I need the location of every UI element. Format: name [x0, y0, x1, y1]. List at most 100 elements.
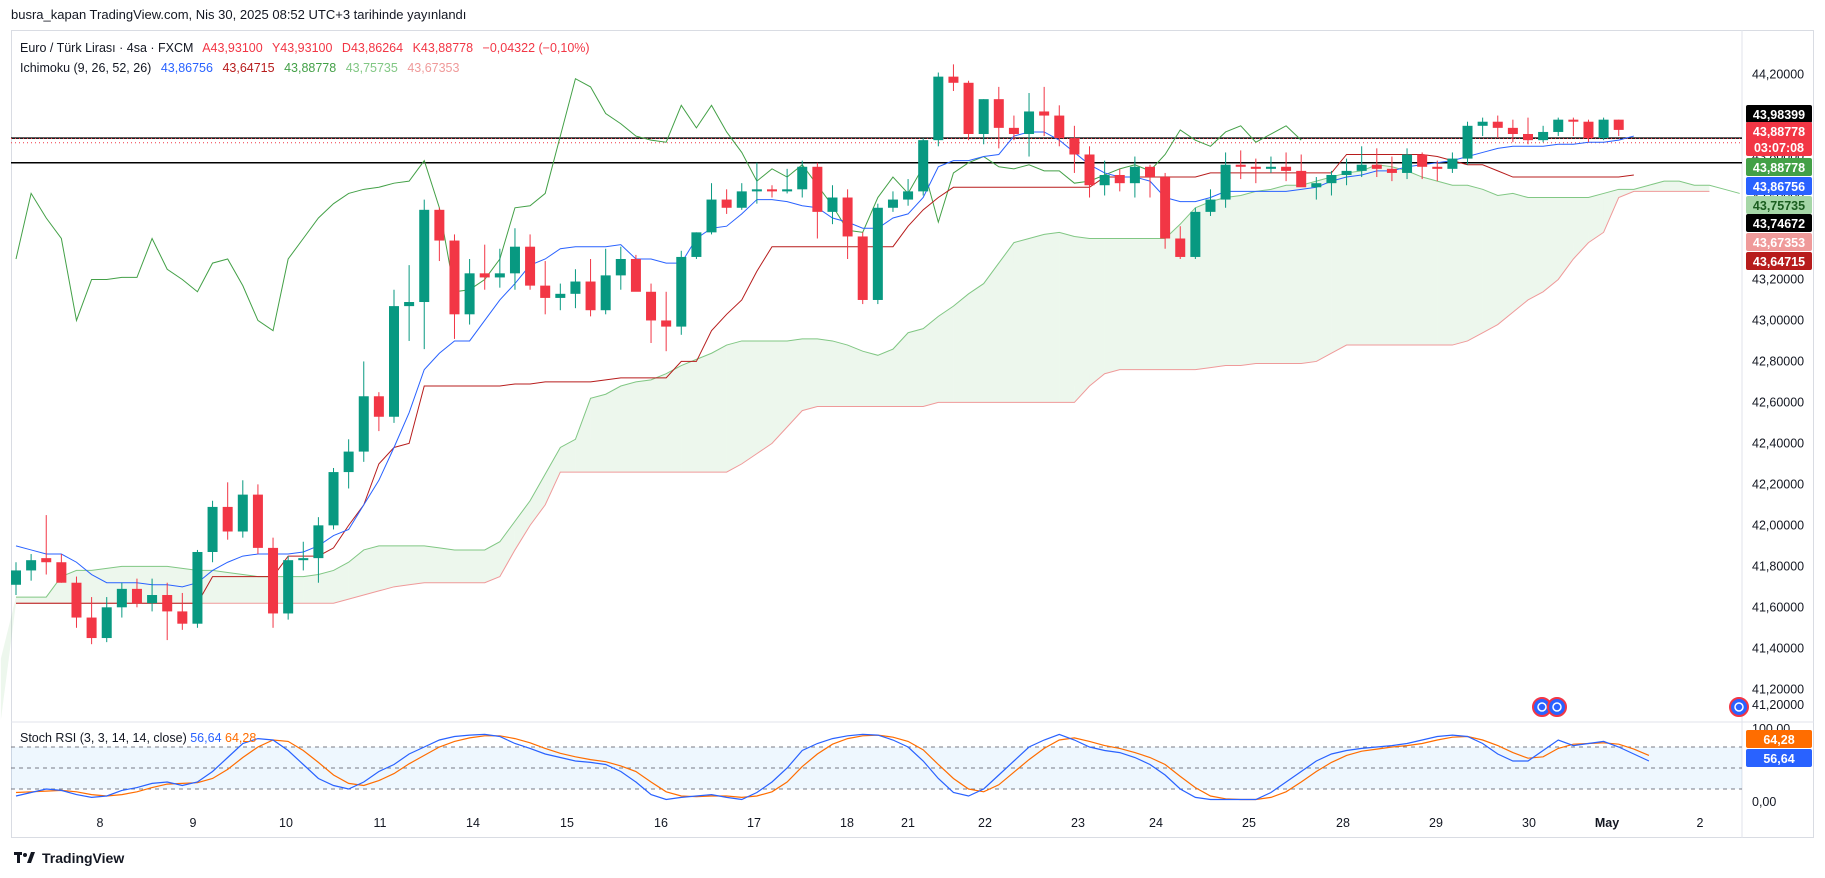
candle[interactable] [404, 265, 415, 341]
candle[interactable] [1477, 117, 1488, 137]
candle[interactable] [56, 554, 67, 583]
candle[interactable] [1402, 148, 1413, 180]
candle[interactable] [1613, 119, 1624, 137]
candle[interactable] [1538, 125, 1549, 143]
candle[interactable] [26, 554, 37, 581]
candle[interactable] [328, 467, 339, 530]
candle[interactable] [1568, 117, 1579, 137]
candle[interactable] [1371, 148, 1382, 178]
candle[interactable] [1160, 172, 1171, 249]
candle[interactable] [1069, 125, 1080, 173]
candle[interactable] [978, 99, 989, 145]
candle[interactable] [691, 232, 702, 259]
candle[interactable] [1145, 164, 1155, 198]
candle[interactable] [207, 500, 218, 563]
candle[interactable] [948, 64, 959, 91]
candle[interactable] [646, 283, 657, 343]
candle[interactable] [842, 189, 853, 259]
candle[interactable] [630, 254, 641, 292]
candle[interactable] [827, 185, 838, 225]
candle[interactable] [237, 480, 248, 538]
candle[interactable] [1507, 119, 1518, 143]
candle[interactable] [1265, 156, 1276, 173]
candle[interactable] [706, 183, 717, 235]
ichimoku-label[interactable]: Ichimoku (9, 26, 52, 26) [20, 61, 152, 75]
candle[interactable] [812, 162, 823, 239]
candle[interactable] [1250, 158, 1261, 184]
candle[interactable] [1326, 170, 1337, 196]
candle[interactable] [1311, 177, 1322, 200]
candle[interactable] [963, 80, 974, 141]
candle[interactable] [585, 258, 596, 317]
candle[interactable] [162, 582, 173, 641]
candle[interactable] [313, 517, 324, 583]
candle[interactable] [797, 160, 808, 198]
candle[interactable] [1492, 115, 1503, 139]
candle[interactable] [434, 207, 445, 262]
candle[interactable] [1296, 154, 1307, 188]
candle[interactable] [222, 482, 233, 540]
candle[interactable] [1205, 189, 1216, 216]
candle[interactable] [389, 289, 399, 423]
candle[interactable] [782, 168, 793, 194]
candle[interactable] [555, 283, 566, 311]
candle[interactable] [887, 191, 898, 212]
candle[interactable] [373, 392, 384, 432]
candle[interactable] [1129, 156, 1140, 198]
candle[interactable] [1598, 117, 1609, 141]
candle[interactable] [449, 234, 460, 339]
economic-event-icon[interactable] [1729, 697, 1749, 717]
candle[interactable] [71, 576, 82, 628]
candle[interactable] [358, 361, 369, 462]
candle[interactable] [1039, 86, 1050, 137]
candle[interactable] [116, 582, 127, 618]
candle[interactable] [525, 234, 536, 290]
candle[interactable] [1190, 207, 1201, 259]
candle[interactable] [419, 199, 430, 350]
candle[interactable] [147, 578, 158, 612]
symbol-legend[interactable]: Euro / Türk Lirası · 4sa · FXCM A43,9310… [20, 38, 596, 78]
candle[interactable] [872, 203, 883, 305]
candle[interactable] [86, 597, 97, 645]
candle[interactable] [903, 179, 914, 206]
candle[interactable] [509, 228, 520, 290]
candle[interactable] [479, 244, 490, 290]
candle[interactable] [298, 541, 309, 571]
candle[interactable] [918, 138, 929, 196]
candle[interactable] [177, 592, 188, 630]
candle[interactable] [1099, 160, 1110, 196]
candle[interactable] [283, 556, 294, 620]
candle[interactable] [1220, 152, 1231, 208]
candle[interactable] [1583, 119, 1594, 143]
candle[interactable] [464, 258, 475, 325]
candle[interactable] [751, 162, 762, 204]
candle[interactable] [1114, 168, 1125, 192]
rsi-label[interactable]: Stoch RSI (3, 3, 14, 14, close) [20, 731, 187, 745]
candle[interactable] [736, 183, 747, 210]
candle[interactable] [192, 549, 203, 628]
candle[interactable] [721, 189, 732, 214]
candle[interactable] [1553, 117, 1564, 137]
candle[interactable] [1447, 152, 1458, 173]
candle[interactable] [1024, 93, 1035, 157]
symbol-name[interactable]: Euro / Türk Lirası · 4sa · FXCM [20, 41, 194, 55]
candle[interactable] [131, 578, 142, 608]
candle[interactable] [676, 250, 687, 335]
candle[interactable] [252, 484, 263, 555]
candle[interactable] [570, 269, 581, 309]
candle[interactable] [101, 597, 112, 643]
footer-brand[interactable]: TradingView [14, 850, 124, 866]
candle[interactable] [1235, 150, 1246, 180]
candle[interactable] [767, 185, 777, 198]
candle[interactable] [343, 439, 354, 489]
candle[interactable] [993, 86, 1004, 149]
economic-event-icon[interactable] [1532, 697, 1552, 717]
candle[interactable] [268, 537, 279, 628]
candle[interactable] [11, 562, 21, 596]
candle[interactable] [1386, 156, 1397, 182]
candle[interactable] [1523, 117, 1533, 145]
economic-event-icon[interactable] [1547, 697, 1567, 717]
candle[interactable] [661, 291, 672, 352]
candle[interactable] [615, 246, 626, 290]
